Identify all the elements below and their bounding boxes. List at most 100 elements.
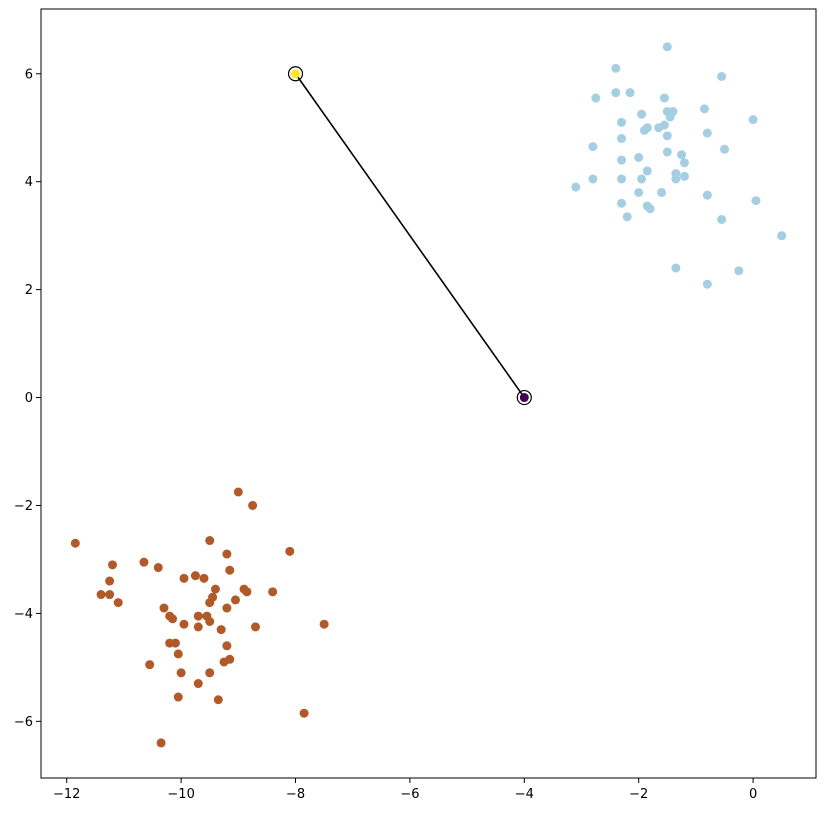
scatter-point bbox=[702, 128, 712, 138]
scatter-point bbox=[230, 595, 240, 605]
centroid-ring bbox=[516, 389, 532, 406]
x-axis: −12 −10 −8 −6 −4 −2 0 bbox=[53, 778, 757, 802]
scatter-point bbox=[105, 576, 115, 586]
scatter-point bbox=[717, 71, 727, 81]
scatter-point bbox=[637, 109, 647, 119]
x-tick-label: −4 bbox=[515, 787, 534, 802]
centroid-point bbox=[519, 393, 529, 403]
scatter-point bbox=[617, 198, 627, 208]
scatter-point bbox=[299, 708, 309, 718]
scatter-point bbox=[659, 93, 669, 103]
y-tick-label: 2 bbox=[25, 283, 33, 298]
y-axis: −6 −4 −2 0 2 4 6 bbox=[14, 67, 41, 730]
scatter-point bbox=[319, 619, 329, 629]
scatter-point bbox=[634, 152, 644, 162]
scatter-point bbox=[671, 263, 681, 273]
scatter-point bbox=[617, 174, 627, 184]
scatter-point bbox=[637, 174, 647, 184]
scatter-point bbox=[677, 150, 687, 160]
centroid-ring bbox=[287, 66, 304, 82]
scatter-point bbox=[105, 590, 115, 600]
plot-area bbox=[70, 42, 787, 748]
x-tick-label: −2 bbox=[629, 787, 648, 802]
scatter-point bbox=[734, 266, 744, 276]
centroid-marker bbox=[516, 389, 532, 406]
scatter-point bbox=[717, 214, 727, 224]
scatter-point bbox=[671, 174, 681, 184]
scatter-point bbox=[702, 279, 712, 289]
y-tick-label: 0 bbox=[25, 391, 33, 406]
scatter-point bbox=[639, 125, 649, 135]
scatter-point bbox=[113, 598, 123, 608]
scatter-point bbox=[233, 487, 243, 497]
scatter-point bbox=[225, 565, 235, 575]
scatter-point bbox=[153, 563, 163, 573]
scatter-point bbox=[139, 557, 149, 567]
scatter-point bbox=[699, 104, 709, 114]
scatter-point bbox=[190, 571, 200, 581]
scatter-point bbox=[248, 500, 258, 510]
scatter-point bbox=[751, 196, 761, 206]
scatter-point bbox=[173, 692, 183, 702]
scatter-point bbox=[588, 142, 598, 152]
scatter-point bbox=[96, 590, 106, 600]
centroid-connector-line bbox=[294, 73, 525, 399]
scatter-point bbox=[205, 668, 215, 678]
scatter-point bbox=[213, 695, 223, 705]
scatter-point bbox=[107, 560, 117, 570]
scatter-point bbox=[242, 587, 252, 597]
scatter-point bbox=[222, 641, 232, 651]
scatter-point bbox=[662, 131, 672, 141]
scatter-point bbox=[168, 614, 178, 624]
scatter-point bbox=[617, 117, 627, 127]
scatter-point bbox=[222, 603, 232, 613]
scatter-point bbox=[285, 546, 295, 556]
scatter-point bbox=[159, 603, 169, 613]
scatter-point bbox=[571, 182, 581, 192]
scatter-point bbox=[617, 134, 627, 144]
scatter-point bbox=[634, 187, 644, 197]
scatter-point bbox=[657, 187, 667, 197]
scatter-point bbox=[156, 738, 166, 748]
x-tick-label: −6 bbox=[400, 787, 419, 802]
x-tick-label: −12 bbox=[53, 787, 80, 802]
scatter-point bbox=[205, 617, 215, 627]
scatter-point bbox=[205, 536, 215, 546]
scatter-point bbox=[588, 174, 598, 184]
scatter-point bbox=[179, 619, 189, 629]
x-tick-label: −8 bbox=[286, 787, 305, 802]
y-tick-label: −6 bbox=[14, 715, 33, 730]
scatter-point bbox=[611, 63, 621, 73]
scatter-point bbox=[777, 231, 787, 241]
scatter-point bbox=[665, 112, 675, 122]
scatter-point bbox=[193, 622, 203, 632]
scatter-point bbox=[702, 190, 712, 200]
scatter-point bbox=[662, 42, 672, 52]
x-tick-label: −10 bbox=[167, 787, 194, 802]
centroid-point bbox=[291, 69, 301, 79]
scatter-point bbox=[250, 622, 260, 632]
scatter-point bbox=[719, 144, 729, 154]
scatter-point bbox=[205, 598, 215, 608]
scatter-point bbox=[210, 584, 220, 594]
scatter-point bbox=[179, 573, 189, 583]
series-1 bbox=[70, 487, 329, 748]
y-tick-label: 6 bbox=[25, 67, 33, 82]
y-tick-label: 4 bbox=[25, 175, 33, 190]
scatter-point bbox=[222, 549, 232, 559]
scatter-point bbox=[654, 123, 664, 133]
y-tick-label: −4 bbox=[14, 607, 33, 622]
scatter-point bbox=[268, 587, 278, 597]
scatter-point bbox=[193, 679, 203, 689]
scatter-point bbox=[176, 668, 186, 678]
centroid-marker bbox=[287, 66, 304, 82]
axes-frame bbox=[40, 8, 817, 779]
scatter-point bbox=[199, 573, 209, 583]
scatter-point bbox=[145, 660, 155, 670]
scatter-point bbox=[617, 155, 627, 165]
scatter-point bbox=[611, 88, 621, 98]
scatter-point bbox=[170, 638, 180, 648]
scatter-point bbox=[591, 93, 601, 103]
